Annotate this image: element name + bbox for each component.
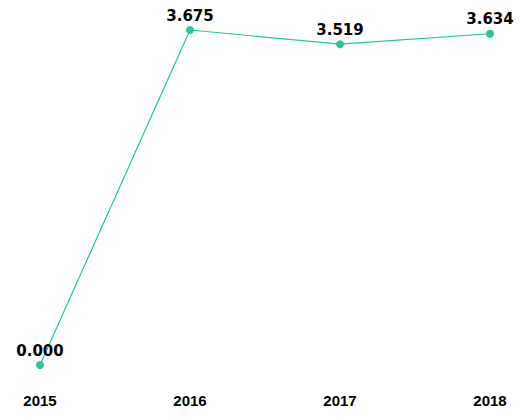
svg-text:2015: 2015 [23,392,56,409]
svg-text:2017: 2017 [323,392,356,409]
svg-text:2018: 2018 [473,392,506,409]
svg-text:0.000: 0.000 [16,342,63,360]
svg-text:3.519: 3.519 [316,21,363,39]
svg-text:3.675: 3.675 [166,7,213,25]
svg-text:2016: 2016 [173,392,206,409]
svg-text:3.634: 3.634 [466,10,513,28]
